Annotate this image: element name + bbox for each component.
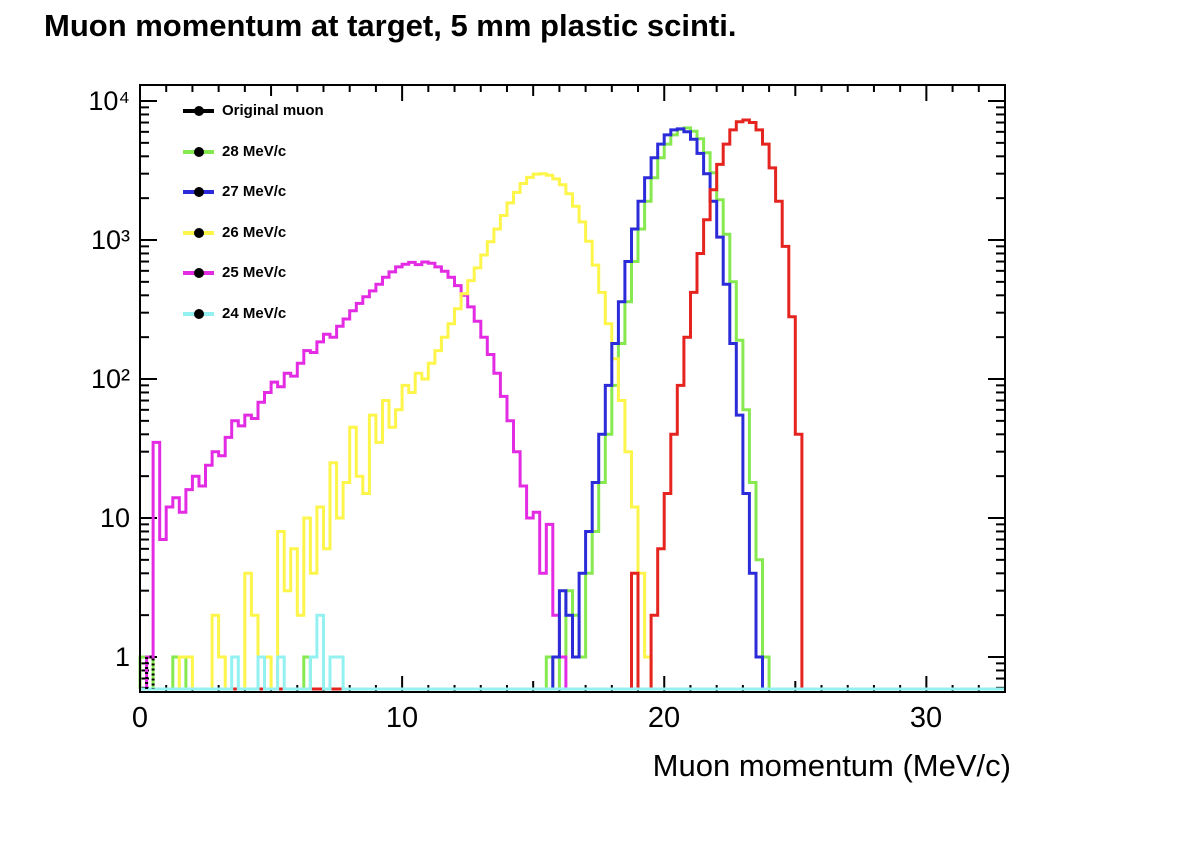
histogram-original-muon (145, 655, 155, 689)
x-tick-label-30: 30 (909, 702, 943, 734)
legend-marker-dot (194, 147, 204, 157)
histogram-24-mev-c (140, 613, 1005, 691)
y-tick-label-1: 1 (114, 642, 130, 672)
x-tick-label-20: 20 (647, 702, 681, 734)
legend-marker-dot (194, 106, 204, 116)
y-tick-label-1e4: 10⁴ (88, 86, 130, 116)
legend-marker-dot (194, 187, 204, 197)
legend-marker-dot (194, 228, 204, 238)
legend-label: 27 MeV/c (222, 183, 287, 200)
chart-title: Muon momentum at target, 5 mm plastic sc… (44, 8, 737, 43)
legend-label: Original muon (222, 102, 324, 119)
legend-label: 25 MeV/c (222, 264, 287, 281)
x-tick-label-0: 0 (131, 702, 149, 734)
legend-marker-dot (194, 268, 204, 278)
legend-label: 24 MeV/c (222, 305, 287, 322)
x-axis-title: Muon momentum (MeV/c) (652, 748, 1011, 783)
legend-label: 28 MeV/c (222, 143, 287, 160)
legend-label: 26 MeV/c (222, 224, 287, 241)
y-tick-label-1e3: 10³ (90, 225, 130, 255)
x-tick-label-10: 10 (385, 702, 419, 734)
plot-frame (139, 84, 1006, 693)
histogram-28-mev-c (138, 126, 1005, 691)
y-tick-label-10: 10 (99, 503, 130, 533)
y-tick-label-1e2: 10² (90, 364, 130, 394)
legend-marker-dot (194, 309, 204, 319)
